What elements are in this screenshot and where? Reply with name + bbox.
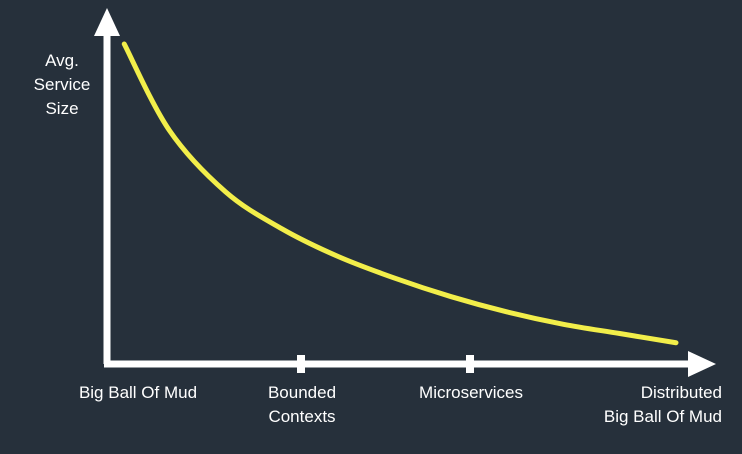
x-axis-label-line: Big Ball Of Mud xyxy=(603,407,722,426)
y-axis-label-line: Avg. xyxy=(45,51,79,70)
y-axis-arrowhead xyxy=(94,8,120,36)
x-axis-tick-microservices xyxy=(466,355,474,373)
axes xyxy=(94,8,716,377)
x-axis-label-microservices: Microservices xyxy=(396,381,546,405)
y-axis-label: Avg. Service Size xyxy=(22,49,102,121)
x-axis-label-line: Distributed xyxy=(640,383,722,402)
x-axis-label-bounded-contexts: Bounded Contexts xyxy=(242,381,362,429)
x-axis-label-distributed-big-ball-of-mud: Distributed Big Ball Of Mud xyxy=(580,381,722,429)
x-axis-label-line: Big Ball Of Mud xyxy=(78,383,198,402)
x-axis-label-line: Microservices xyxy=(419,383,523,402)
series-layer xyxy=(121,41,679,346)
y-axis-label-line: Size xyxy=(45,99,79,118)
service-size-curve xyxy=(121,41,679,346)
x-axis-tick-bounded-contexts xyxy=(297,355,305,373)
x-axis-label-line: Contexts xyxy=(268,407,336,426)
x-axis-arrowhead xyxy=(688,351,716,377)
x-axis-label-big-ball-of-mud: Big Ball Of Mud xyxy=(60,381,216,405)
y-axis-label-line: Service xyxy=(33,75,91,94)
x-axis-label-line: Bounded xyxy=(267,383,337,402)
